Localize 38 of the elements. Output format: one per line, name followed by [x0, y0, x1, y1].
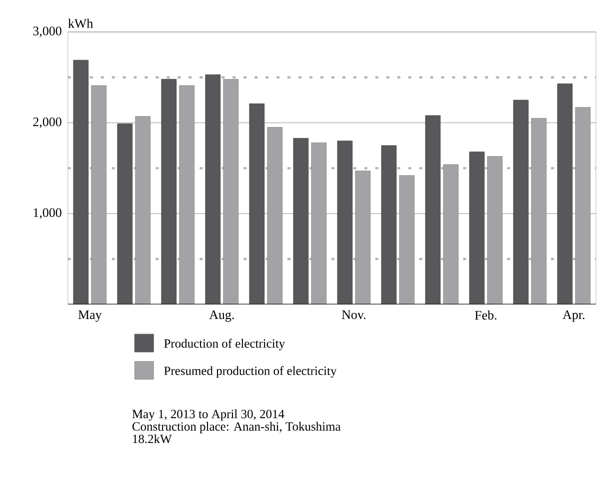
bar — [557, 83, 573, 304]
bar — [311, 142, 327, 304]
x-tick-label: Apr. — [562, 310, 584, 322]
bar — [425, 115, 441, 304]
bar — [223, 78, 239, 304]
y-tick-label: 3,000 — [33, 26, 62, 38]
bar — [381, 145, 397, 304]
legend-label: Presumed production of electricity — [164, 366, 337, 378]
bar — [469, 152, 485, 304]
bar — [161, 78, 177, 304]
bar — [91, 85, 107, 304]
bar — [249, 103, 265, 304]
bar — [73, 60, 89, 304]
bar — [443, 164, 459, 304]
text: May 1, 2013 to April 30, 2014 — [132, 409, 284, 421]
bar — [179, 85, 195, 304]
text: Construction place: Anan-shi, Tokushima — [132, 422, 341, 434]
bar — [487, 156, 503, 304]
x-tick-label: Nov. — [342, 310, 366, 320]
y-tick-label: 2,000 — [33, 117, 62, 128]
y-axis-title: kWh — [68, 18, 93, 28]
x-tick-label: Aug. — [209, 310, 234, 322]
bar — [117, 123, 133, 304]
bar — [513, 100, 529, 304]
bar — [399, 175, 415, 304]
bar — [337, 140, 353, 304]
x-tick-label: May — [78, 310, 102, 322]
bar — [293, 138, 309, 304]
text: 18.2kW — [133, 434, 172, 444]
bar — [267, 127, 283, 304]
bar — [575, 107, 591, 304]
bar — [135, 116, 151, 304]
legend-label: Production of electricity — [164, 338, 285, 350]
y-tick-label: 1,000 — [34, 208, 62, 219]
bar — [355, 170, 371, 304]
bar — [531, 118, 547, 304]
bar — [205, 74, 221, 304]
x-tick-label: Feb. — [474, 310, 496, 320]
